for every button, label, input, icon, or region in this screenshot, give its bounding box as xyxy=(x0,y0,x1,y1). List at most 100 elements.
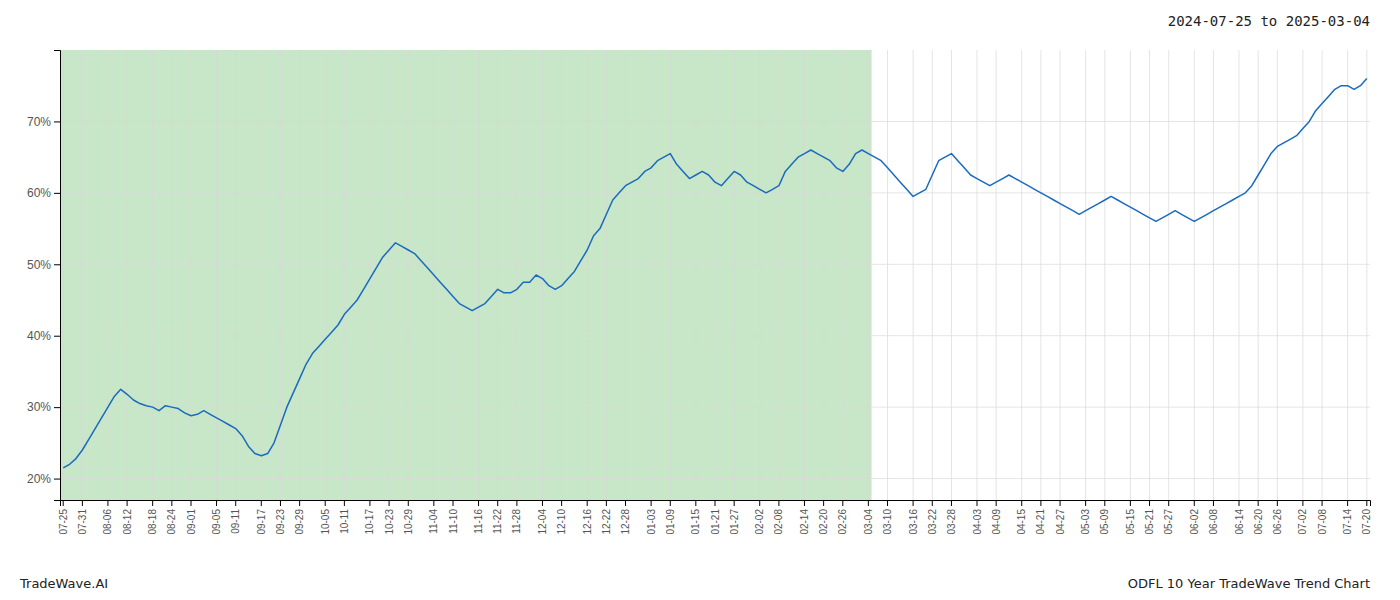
x-tick: 03-28 xyxy=(946,500,957,535)
x-tick: 04-09 xyxy=(991,500,1002,535)
x-grid-line xyxy=(497,50,498,500)
x-tick-label: 01-15 xyxy=(690,509,701,535)
x-tick-mark xyxy=(1347,500,1348,506)
x-tick-label: 01-21 xyxy=(710,509,721,535)
x-grid-line xyxy=(344,50,345,500)
x-tick-mark xyxy=(1060,500,1061,506)
x-tick-mark xyxy=(625,500,626,506)
y-tick-label: 40% xyxy=(27,329,51,343)
x-tick-mark xyxy=(389,500,390,506)
x-tick-mark xyxy=(868,500,869,506)
x-tick-label: 04-09 xyxy=(991,509,1002,535)
x-tick-label: 03-22 xyxy=(927,509,938,535)
x-tick: 04-15 xyxy=(1016,500,1027,535)
x-tick-label: 12-22 xyxy=(601,509,612,535)
x-tick-mark xyxy=(759,500,760,506)
x-tick-mark xyxy=(325,500,326,506)
x-tick-mark xyxy=(842,500,843,506)
x-tick-label: 12-10 xyxy=(556,509,567,535)
x-grid-line xyxy=(171,50,172,500)
y-tick-mark xyxy=(54,193,60,194)
x-tick-mark xyxy=(344,500,345,506)
x-tick-mark xyxy=(587,500,588,506)
x-grid-line xyxy=(63,50,64,500)
x-grid-line xyxy=(868,50,869,500)
x-tick-label: 01-03 xyxy=(646,509,657,535)
x-tick: 12-28 xyxy=(620,500,631,535)
x-grid-line xyxy=(1302,50,1303,500)
x-grid-line xyxy=(107,50,108,500)
x-tick: 12-04 xyxy=(537,500,548,535)
x-tick-label: 11-10 xyxy=(448,509,459,534)
x-grid-line xyxy=(516,50,517,500)
x-tick: 02-20 xyxy=(818,500,829,535)
x-tick-label: 05-15 xyxy=(1125,509,1136,535)
x-grid-line xyxy=(542,50,543,500)
x-grid-line xyxy=(695,50,696,500)
x-tick-mark xyxy=(887,500,888,506)
x-tick-label: 05-09 xyxy=(1099,509,1110,535)
footer-left: TradeWave.AI xyxy=(19,576,108,591)
x-tick-label: 02-20 xyxy=(818,509,829,535)
y-tick: 50% xyxy=(27,258,60,272)
x-grid-line xyxy=(1322,50,1323,500)
x-tick-label: 02-02 xyxy=(754,509,765,535)
y-axis-line xyxy=(54,51,61,501)
x-tick-mark xyxy=(715,500,716,506)
x-tick-label: 03-16 xyxy=(908,509,919,535)
line xyxy=(63,79,1367,468)
x-grid-line xyxy=(996,50,997,500)
x-grid-line xyxy=(389,50,390,500)
x-tick-label: 08-18 xyxy=(147,509,158,535)
x-grid-line xyxy=(1130,50,1131,500)
x-tick: 10-29 xyxy=(403,500,414,535)
x-grid-line xyxy=(1021,50,1022,500)
x-grid-line xyxy=(842,50,843,500)
x-tick: 03-10 xyxy=(882,500,893,535)
x-tick-label: 01-27 xyxy=(729,509,740,535)
x-tick: 09-05 xyxy=(211,500,222,535)
x-tick-label: 08-06 xyxy=(102,509,113,535)
x-tick-label: 11-28 xyxy=(511,509,522,534)
x-tick-mark xyxy=(1168,500,1169,506)
y-tick-label: 60% xyxy=(27,186,51,200)
x-tick-mark xyxy=(1194,500,1195,506)
x-grid-line xyxy=(1239,50,1240,500)
x-tick-mark xyxy=(1149,500,1150,506)
x-tick-mark xyxy=(542,500,543,506)
x-tick: 10-23 xyxy=(384,500,395,535)
x-tick-mark xyxy=(261,500,262,506)
x-tick: 07-31 xyxy=(77,500,88,535)
x-grid-line xyxy=(280,50,281,500)
y-tick-label: 30% xyxy=(27,400,51,414)
x-tick-mark xyxy=(280,500,281,506)
x-grid-line xyxy=(325,50,326,500)
x-grid-line xyxy=(951,50,952,500)
x-tick: 04-27 xyxy=(1055,500,1066,535)
x-tick-label: 01-09 xyxy=(665,509,676,535)
x-grid-line xyxy=(453,50,454,500)
x-grid-line xyxy=(759,50,760,500)
x-grid-line xyxy=(216,50,217,500)
x-tick-mark xyxy=(1302,500,1303,506)
y-tick: 40% xyxy=(27,329,60,343)
x-grid-line xyxy=(82,50,83,500)
x-tick: 07-08 xyxy=(1317,500,1328,535)
x-tick-mark xyxy=(369,500,370,506)
x-grid-line xyxy=(561,50,562,500)
x-tick: 10-11 xyxy=(339,500,350,534)
x-tick-mark xyxy=(433,500,434,506)
chart: 07-2507-3108-0608-1208-1808-2409-0109-05… xyxy=(0,0,1400,600)
x-tick-label: 04-21 xyxy=(1035,509,1046,535)
x-grid-line xyxy=(804,50,805,500)
x-tick-label: 09-29 xyxy=(294,509,305,535)
x-tick-mark xyxy=(299,500,300,506)
x-tick-mark xyxy=(778,500,779,506)
x-tick-label: 07-25 xyxy=(58,509,69,535)
x-tick-label: 05-21 xyxy=(1144,509,1155,535)
x-tick: 12-10 xyxy=(556,500,567,535)
x-tick-mark xyxy=(1130,500,1131,506)
x-tick-mark xyxy=(497,500,498,506)
x-grid-line xyxy=(1040,50,1041,500)
x-grid-line xyxy=(478,50,479,500)
